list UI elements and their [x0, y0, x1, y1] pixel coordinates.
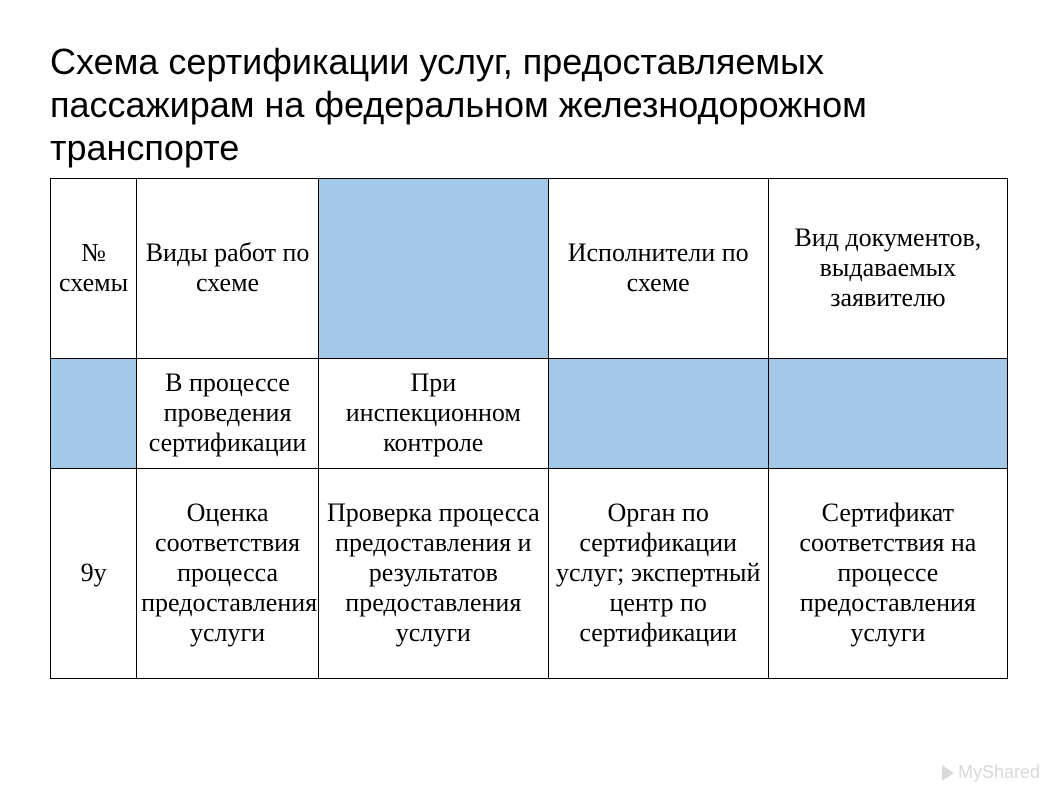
watermark: MyShared [942, 762, 1040, 783]
header-documents: Вид документов, выдаваемых заявителю [768, 178, 1007, 358]
subheader-certification-process: В процессе проведения сертификации [137, 358, 319, 468]
subheader-empty-blue-2 [548, 358, 768, 468]
data-work-types: Оценка соответствия процесса предоставле… [137, 468, 319, 678]
data-inspection: Проверка процесса предоставления и резул… [318, 468, 548, 678]
data-documents: Сертификат соответствия на процессе пред… [768, 468, 1007, 678]
header-executors: Исполнители по схеме [548, 178, 768, 358]
play-icon [942, 765, 954, 781]
table-header-row-1: № схемы Виды работ по схеме Исполнители … [51, 178, 1008, 358]
header-scheme-number: № схемы [51, 178, 137, 358]
table-header-row-2: В процессе проведения сертификации При и… [51, 358, 1008, 468]
slide-title: Схема сертификации услуг, предоставляемы… [50, 40, 1008, 170]
table-data-row: 9у Оценка соответствия процесса предоста… [51, 468, 1008, 678]
data-scheme-number: 9у [51, 468, 137, 678]
certification-table: № схемы Виды работ по схеме Исполнители … [50, 178, 1008, 679]
subheader-empty-blue-1 [51, 358, 137, 468]
data-executors: Орган по сертификации услуг; экспертный … [548, 468, 768, 678]
subheader-empty-blue-3 [768, 358, 1007, 468]
header-work-types: Виды работ по схеме [137, 178, 319, 358]
subheader-inspection-control: При инспекционном контроле [318, 358, 548, 468]
watermark-text: MyShared [958, 762, 1040, 783]
header-empty-blue [318, 178, 548, 358]
